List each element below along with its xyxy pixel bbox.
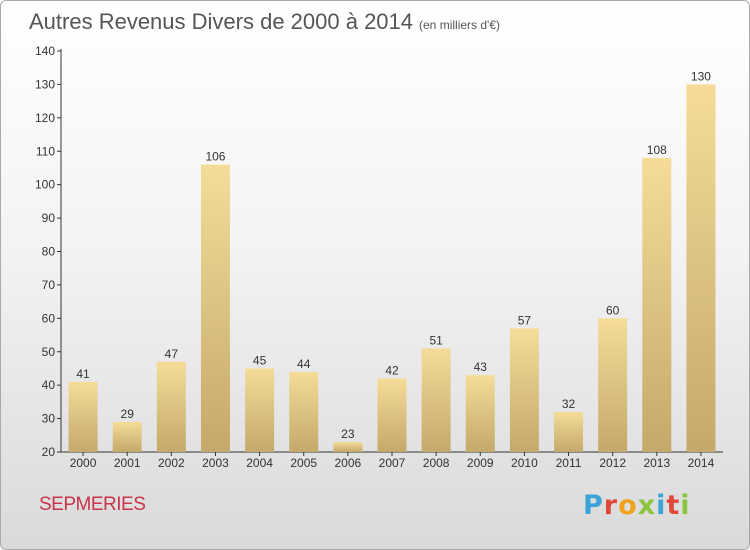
data-label: 57 [518, 313, 532, 327]
commune-name: SEPMERIES [39, 494, 146, 515]
data-label: 108 [647, 143, 667, 157]
x-tick-label: 2005 [290, 456, 317, 470]
data-label: 44 [297, 357, 311, 371]
y-tick-label: 30 [42, 412, 56, 426]
logo-letter: P [583, 490, 604, 521]
data-label: 106 [205, 150, 225, 164]
logo-letter: i [656, 490, 667, 521]
chart-axes: 20 30 40 50 60 70 80 90 100 110 120 130 140 2000 2001 2… [35, 44, 723, 470]
bar [377, 378, 407, 452]
chart-title-text: Autres Revenus Divers de 2000 à 2014 [29, 9, 414, 34]
data-label: 29 [121, 407, 135, 421]
bar [642, 157, 672, 452]
x-tick-label: 2000 [70, 456, 97, 470]
y-tick-label: 140 [35, 44, 55, 58]
y-tick-label: 130 [35, 77, 55, 91]
x-tick-label: 2006 [335, 456, 362, 470]
bar [509, 328, 539, 452]
x-tick-label: 2013 [643, 456, 670, 470]
x-tick-label: 2003 [202, 456, 229, 470]
bar [686, 84, 716, 453]
logo-letter: x [637, 490, 657, 521]
chart-data-labels: 41 29 47 106 45 44 23 42 51 43 57 32 60 108 130 [76, 69, 711, 441]
y-tick-label: 90 [42, 211, 56, 225]
y-tick-label: 20 [42, 445, 56, 459]
bar [421, 348, 451, 452]
x-tick-label: 2002 [158, 456, 185, 470]
data-label: 23 [341, 427, 355, 441]
x-tick-label: 2008 [423, 456, 450, 470]
x-tick-label: 2012 [599, 456, 626, 470]
chart-bars [68, 84, 716, 453]
y-tick-label: 40 [42, 378, 56, 392]
data-label: 42 [385, 363, 399, 377]
y-tick-label: 110 [36, 144, 55, 158]
x-tick-label: 2011 [556, 456, 582, 470]
bar [68, 381, 98, 452]
data-label: 41 [76, 367, 90, 381]
chart-title: Autres Revenus Divers de 2000 à 2014 (en … [29, 9, 500, 35]
x-tick-label: 2004 [246, 456, 273, 470]
x-tick-label: 2010 [511, 456, 538, 470]
data-label: 60 [606, 303, 620, 317]
chart-subtitle: (en milliers d'€) [419, 18, 500, 32]
y-tick-label: 60 [42, 311, 56, 325]
data-label: 43 [474, 360, 488, 374]
bar [112, 421, 142, 452]
logo-letter: o [618, 490, 638, 521]
y-tick-label: 70 [42, 278, 56, 292]
x-tick-label: 2014 [688, 456, 715, 470]
data-label: 45 [253, 353, 267, 367]
data-label: 32 [562, 397, 576, 411]
y-tick-label: 80 [42, 245, 56, 259]
y-tick-label: 100 [35, 178, 55, 192]
bar [598, 318, 628, 452]
logo-letter: i [680, 490, 691, 521]
bar [245, 368, 275, 452]
bar [156, 361, 186, 452]
bar [200, 164, 230, 452]
data-label: 47 [165, 347, 179, 361]
data-label: 51 [429, 333, 443, 347]
bar [333, 441, 363, 452]
x-tick-label: 2007 [379, 456, 406, 470]
data-label: 130 [691, 69, 711, 83]
logo-letter: r [603, 490, 619, 521]
logo-letter: t [666, 490, 681, 521]
y-tick-label: 50 [42, 345, 56, 359]
bar [289, 371, 319, 452]
y-tick-label: 120 [35, 111, 55, 125]
bar [554, 411, 584, 452]
bar [465, 375, 495, 452]
x-tick-label: 2009 [467, 456, 494, 470]
x-tick-label: 2001 [114, 456, 141, 470]
proxiti-logo: Proxiti [583, 490, 691, 521]
